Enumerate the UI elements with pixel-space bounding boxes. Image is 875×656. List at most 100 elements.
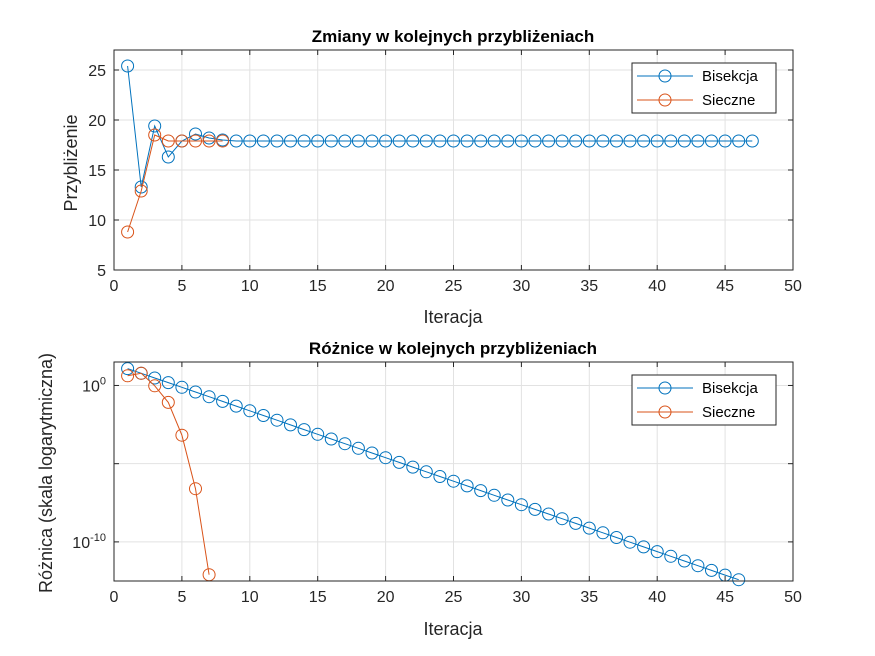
data-point-bisekcja [121, 59, 135, 73]
data-point-bisekcja [189, 385, 202, 399]
data-point-bisekcja [243, 134, 257, 148]
data-point-bisekcja [528, 134, 542, 148]
data-point-bisekcja [623, 134, 637, 148]
data-point-bisekcja [677, 134, 691, 148]
data-point-bisekcja [189, 127, 202, 141]
legend-label-sieczne: Sieczne [702, 404, 755, 421]
data-point-bisekcja [501, 134, 515, 148]
data-point-bisekcja [324, 134, 338, 148]
data-point-bisekcja [474, 484, 488, 498]
x-tick-label: 5 [177, 589, 186, 606]
series [121, 59, 759, 239]
y-tick-label: 15 [88, 163, 106, 180]
data-point-sieczne [121, 369, 135, 383]
data-point-bisekcja [664, 549, 678, 563]
data-point-bisekcja [542, 507, 556, 521]
data-point-bisekcja [216, 394, 230, 408]
series-line-bisekcja [127, 65, 753, 188]
data-point-bisekcja [161, 150, 175, 164]
data-point-bisekcja [351, 134, 365, 148]
x-tick-label: 20 [377, 589, 395, 606]
legend-label-bisekcja: Bisekcja [702, 380, 759, 397]
y-axis-label: Przybliżenie [61, 114, 81, 211]
x-tick-label: 0 [110, 589, 119, 606]
data-point-bisekcja [705, 563, 718, 577]
data-point-sieczne [189, 482, 202, 496]
x-tick-label: 35 [580, 589, 598, 606]
data-point-sieczne [161, 395, 175, 409]
data-point-bisekcja [460, 479, 474, 493]
data-point-bisekcja [664, 134, 678, 148]
x-tick-label: 25 [445, 278, 463, 295]
difference-chart: Różnice w kolejnych przybliżeniach Itera… [36, 339, 802, 639]
data-point-bisekcja [718, 134, 732, 148]
x-tick-label: 45 [716, 278, 734, 295]
data-point-sieczne [148, 128, 162, 142]
data-point-bisekcja [514, 498, 528, 512]
data-point-bisekcja [637, 540, 651, 554]
x-tick-label: 35 [580, 278, 598, 295]
x-tick-label: 20 [377, 278, 395, 295]
data-point-bisekcja [596, 134, 610, 148]
data-point-bisekcja [650, 134, 664, 148]
x-tick-label: 15 [309, 278, 327, 295]
x-tick-label: 10 [241, 589, 259, 606]
plot-box [113, 361, 794, 582]
x-tick-label: 0 [110, 278, 119, 295]
y-tick-label: 5 [97, 263, 106, 280]
y-tick-base: 10 [72, 535, 90, 552]
data-point-bisekcja [284, 418, 297, 432]
data-point-sieczne [134, 184, 148, 198]
legend-box [631, 374, 777, 426]
y-axis-label: Różnica (skala logarytmiczna) [36, 353, 56, 593]
data-point-bisekcja [379, 134, 393, 148]
data-point-sieczne [134, 366, 148, 380]
data-point-bisekcja [419, 134, 433, 148]
data-point-bisekcja [514, 134, 528, 148]
data-point-bisekcja [732, 573, 746, 587]
data-point-sieczne [148, 379, 162, 393]
data-point-bisekcja [229, 134, 243, 148]
y-tick-exponent: 0 [100, 375, 106, 387]
x-tick-label: 10 [241, 278, 259, 295]
data-point-sieczne [175, 134, 189, 148]
y-tick-base: 10 [82, 378, 100, 395]
legend-label-bisekcja: Bisekcja [702, 68, 759, 85]
data-point-bisekcja [379, 451, 393, 465]
legend-label-sieczne: Sieczne [702, 92, 755, 109]
data-point-bisekcja [582, 134, 596, 148]
plot-box [113, 49, 794, 271]
data-point-bisekcja [297, 134, 311, 148]
data-point-bisekcja [365, 446, 379, 460]
data-point-bisekcja [447, 134, 460, 148]
x-tick-label: 45 [716, 589, 734, 606]
data-point-bisekcja [161, 376, 175, 390]
approximation-chart: Zmiany w kolejnych przybliżeniach Iterac… [61, 27, 802, 327]
data-point-bisekcja [460, 134, 474, 148]
data-point-bisekcja [745, 134, 759, 148]
data-point-bisekcja [311, 427, 325, 441]
data-point-bisekcja [528, 502, 542, 516]
x-tick-label: 5 [177, 278, 186, 295]
data-point-bisekcja [419, 465, 433, 479]
legend-marker-bisekcja [658, 381, 672, 395]
data-point-sieczne [202, 134, 216, 148]
legend-marker-sieczne [658, 405, 672, 419]
x-tick-label: 40 [648, 278, 666, 295]
data-point-bisekcja [569, 134, 583, 148]
data-point-bisekcja [338, 134, 352, 148]
data-point-sieczne [161, 134, 175, 148]
data-point-bisekcja [691, 134, 705, 148]
data-point-bisekcja [324, 432, 338, 446]
data-point-bisekcja [392, 455, 406, 469]
data-point-bisekcja [297, 423, 311, 437]
data-point-bisekcja [121, 362, 135, 376]
data-point-bisekcja [338, 437, 352, 451]
data-point-bisekcja [447, 474, 460, 488]
data-point-bisekcja [134, 180, 148, 194]
data-point-bisekcja [351, 441, 365, 455]
data-point-bisekcja [596, 526, 610, 540]
data-point-bisekcja [732, 134, 746, 148]
data-point-bisekcja [270, 134, 284, 148]
